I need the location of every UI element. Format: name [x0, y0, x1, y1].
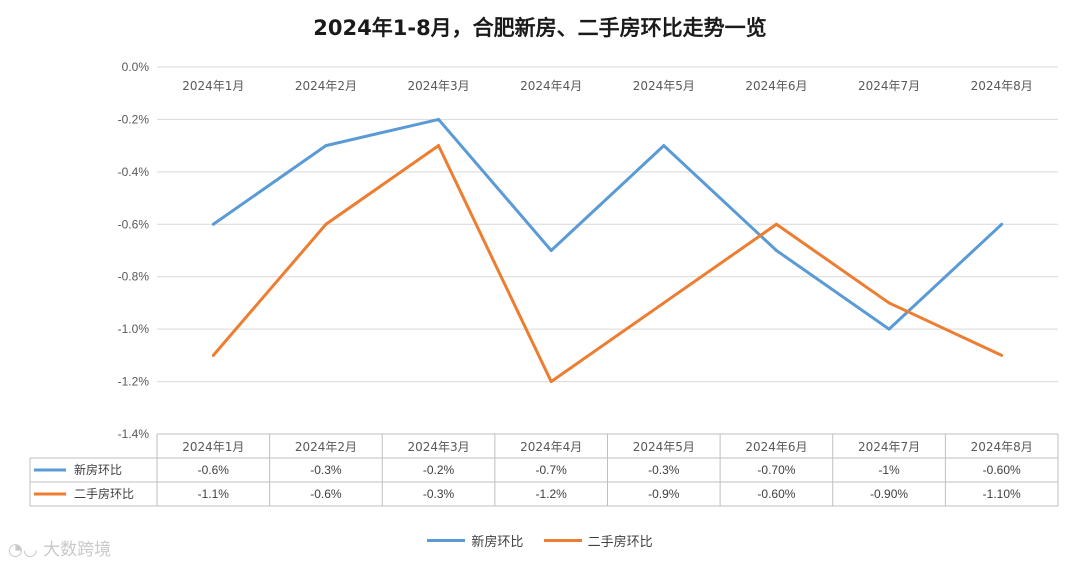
- legend-swatch-second-hand: [543, 539, 582, 542]
- data-point: [887, 301, 891, 305]
- table-series-label: 二手房环比: [74, 486, 134, 501]
- legend-item-new-house: 新房环比: [427, 531, 523, 550]
- table-cell: -0.3%: [423, 487, 455, 501]
- table-cell: -0.60%: [757, 487, 795, 501]
- table-cell: -0.6%: [310, 487, 342, 501]
- table-cell: -1.1%: [198, 487, 230, 501]
- table-header-cell: 2024年6月: [745, 440, 807, 454]
- table-cell: -0.70%: [757, 463, 795, 477]
- data-point: [887, 327, 891, 331]
- y-tick-label: 0.0%: [122, 60, 150, 74]
- table-cell: -1.10%: [983, 487, 1021, 501]
- y-tick-label: -1.0%: [118, 322, 150, 336]
- table-header-cell: 2024年3月: [407, 440, 469, 454]
- y-tick-label: -0.6%: [118, 217, 150, 231]
- data-point: [662, 301, 666, 305]
- legend-swatch-new-house: [427, 539, 466, 542]
- watermark-text: 大数跨境: [43, 540, 112, 560]
- table-cell: -0.90%: [870, 487, 908, 501]
- table-header-cell: 2024年8月: [971, 440, 1033, 454]
- data-point: [1000, 353, 1004, 357]
- x-tick-label-top: 2024年7月: [858, 79, 920, 93]
- table-cell: -0.3%: [310, 463, 342, 477]
- y-tick-label: -0.8%: [118, 270, 150, 284]
- data-point: [211, 353, 215, 357]
- y-tick-label: -0.4%: [118, 165, 150, 179]
- y-tick-label: -0.2%: [118, 112, 150, 126]
- legend-item-second-hand: 二手房环比: [543, 531, 653, 550]
- table-series-label: 新房环比: [74, 462, 122, 477]
- data-point: [662, 144, 666, 148]
- data-point: [437, 117, 441, 121]
- x-tick-label-top: 2024年5月: [633, 79, 695, 93]
- table-cell: -0.60%: [983, 463, 1021, 477]
- table-header-cell: 2024年4月: [520, 440, 582, 454]
- y-tick-label: -1.4%: [118, 427, 150, 441]
- y-tick-label: -1.2%: [118, 375, 150, 389]
- x-tick-label-top: 2024年1月: [182, 79, 244, 93]
- chart-title: 2024年1-8月，合肥新房、二手房环比走势一览: [313, 16, 767, 40]
- data-point: [774, 222, 778, 226]
- data-point: [437, 144, 441, 148]
- legend-label-new-house: 新房环比: [471, 535, 524, 550]
- watermark-logo: ◔◡ 大数跨境: [8, 535, 111, 560]
- table-header-cell: 2024年7月: [858, 440, 920, 454]
- table-cell: -0.3%: [648, 463, 680, 477]
- data-point: [324, 222, 328, 226]
- x-tick-label-top: 2024年2月: [295, 79, 357, 93]
- table-cell: -0.2%: [423, 463, 455, 477]
- table-cell: -0.7%: [536, 463, 568, 477]
- chart-legend: 新房环比 二手房环比: [0, 531, 1080, 550]
- table-header-cell: 2024年5月: [633, 440, 695, 454]
- data-point: [774, 249, 778, 252]
- legend-label-second-hand: 二手房环比: [587, 535, 653, 550]
- watermark-icon: ◔◡: [8, 540, 38, 560]
- x-tick-label-top: 2024年8月: [971, 79, 1033, 93]
- data-point: [324, 144, 328, 148]
- table-header-cell: 2024年1月: [182, 440, 244, 454]
- table-header-cell: 2024年2月: [295, 440, 357, 454]
- table-cell: -0.6%: [198, 463, 230, 477]
- x-tick-label-top: 2024年4月: [520, 79, 582, 93]
- data-point: [549, 249, 553, 252]
- data-point: [1000, 222, 1004, 226]
- table-cell: -0.9%: [648, 487, 680, 501]
- table-cell: -1.2%: [536, 487, 568, 501]
- x-tick-label-top: 2024年6月: [745, 79, 807, 93]
- series-line-new-house: [212, 117, 1003, 331]
- series-line-second-hand: [212, 144, 1003, 384]
- x-tick-label-top: 2024年3月: [407, 79, 469, 93]
- data-point: [549, 380, 553, 384]
- table-cell: -1%: [878, 463, 900, 477]
- data-point: [211, 222, 215, 226]
